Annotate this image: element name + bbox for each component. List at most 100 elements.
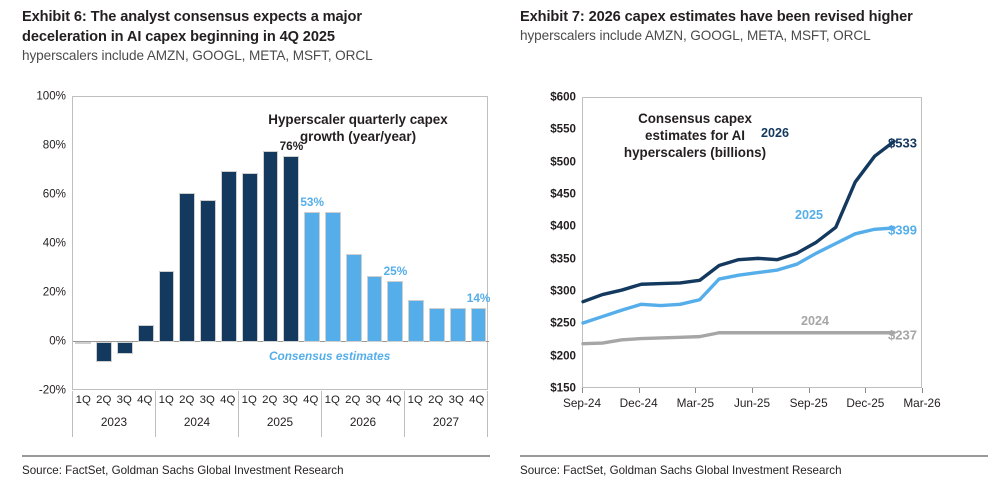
line-series-2024	[581, 331, 896, 346]
x-q-label: 3Q	[116, 394, 132, 406]
x-q-label: 1Q	[158, 394, 174, 406]
bar-3Q-2027	[449, 307, 466, 342]
x-year-label: 2027	[432, 415, 460, 429]
y-tick-0: 0%	[49, 334, 66, 348]
x-group-2023: 1Q 2Q 3Q 4Q 2023	[72, 391, 155, 437]
x-q-label: 4Q	[386, 394, 402, 406]
exhibit-6-title: Exhibit 6: The analyst consensus expects…	[22, 9, 362, 45]
x-q-label: 3Q	[199, 394, 215, 406]
y-tick-550: $550	[550, 122, 576, 136]
bar-3Q-2024	[200, 199, 217, 342]
y-tick-300: $300	[550, 284, 576, 298]
y-tick-500: $500	[550, 155, 576, 169]
bar-1Q-2025	[241, 172, 258, 342]
x-q-label: 2Q	[179, 394, 195, 406]
exhibit-7-subtitle: hyperscalers include AMZN, GOOGL, META, …	[520, 28, 871, 43]
bar-value-label: 53%	[300, 195, 324, 210]
y-tick-600: $600	[550, 90, 576, 104]
exhibit-7-panel: Exhibit 7: 2026 capex estimates have bee…	[510, 0, 1000, 490]
x-q-label: 1Q	[241, 394, 257, 406]
exhibit-6-annotation: Hyperscaler quarterly capex growth (year…	[268, 112, 448, 145]
x-q-label: 3Q	[448, 394, 464, 406]
x-q-label: 4Q	[220, 394, 236, 406]
bar-2Q-2025	[262, 150, 279, 342]
y-tick-250: $250	[550, 316, 576, 330]
bar-4Q-2023	[137, 324, 154, 342]
x-tick-label-Sep-24: Sep-24	[562, 396, 602, 410]
x-q-label: 4Q	[137, 394, 153, 406]
x-tick-mark	[638, 388, 640, 393]
bar-3Q-2023	[117, 342, 133, 355]
x-group-2026: 1Q 2Q 3Q 4Q 2026	[321, 391, 404, 437]
capex-lines	[581, 139, 896, 346]
series-label-2026: 2026	[761, 126, 790, 140]
y-tick-40: 40%	[42, 236, 66, 250]
bar-3Q-2025	[283, 155, 300, 342]
line-series-2026	[581, 139, 896, 304]
end-label-2026: $533	[888, 135, 917, 151]
end-label-2025: $399	[888, 222, 917, 238]
consensus-estimates-note: Consensus estimates	[269, 349, 391, 363]
exhibit-7-plot-area: Consensus capex estimates for AI hypersc…	[581, 97, 922, 388]
exhibit-7-footer-rule	[520, 455, 988, 457]
bar-2Q-2026	[345, 253, 362, 342]
x-tick-mark	[865, 388, 867, 393]
x-q-label: 1Q	[75, 394, 91, 406]
exhibit-6-x-axis: 1Q 2Q 3Q 4Q 2023 1Q 2Q 3Q 4Q 2024 1Q	[72, 391, 488, 437]
x-tick-mark	[582, 388, 583, 393]
x-q-label: 2Q	[96, 394, 112, 406]
y-tick-100: 100%	[36, 89, 66, 103]
x-q-label: 4Q	[303, 394, 319, 406]
exhibit-6-footer-rule	[22, 455, 490, 457]
x-tick-label-Sep-25: Sep-25	[789, 396, 828, 410]
x-group-2027: 1Q 2Q 3Q 4Q 2027	[404, 391, 488, 437]
bar-4Q-2024	[221, 170, 237, 342]
x-tick-label-Dec-24: Dec-24	[619, 396, 658, 410]
bar-1Q-2026	[325, 212, 341, 342]
line-series-2025	[581, 226, 896, 325]
x-tick-label-Mar-25: Mar-25	[676, 396, 715, 410]
x-q-label: 2Q	[428, 394, 444, 406]
x-tick-label-Dec-25: Dec-25	[846, 396, 885, 410]
y-tick-80: 80%	[42, 138, 66, 152]
exhibit-6-source: Source: FactSet, Goldman Sachs Global In…	[22, 464, 344, 477]
y-tick-150: $150	[550, 381, 576, 395]
bar-value-label: 25%	[383, 263, 408, 278]
bar-1Q-2027	[408, 300, 425, 342]
bar-3Q-2026	[366, 275, 383, 342]
x-tick-label-Mar-26: Mar-26	[903, 396, 941, 410]
x-q-label: 1Q	[407, 394, 423, 406]
x-year-label: 2025	[266, 415, 294, 429]
x-year-label: 2023	[100, 415, 128, 429]
x-q-label: 3Q	[365, 394, 381, 406]
x-q-label: 4Q	[469, 394, 485, 406]
bar-2Q-2023	[96, 342, 113, 362]
exhibit-6-plot-area: Hyperscaler quarterly capex growth (year…	[72, 96, 491, 390]
y-tick-350: $350	[550, 252, 576, 266]
x-year-label: 2026	[349, 415, 377, 429]
x-q-label: 2Q	[262, 394, 278, 406]
exhibit-6-subtitle: hyperscalers include AMZN, GOOGL, META, …	[22, 48, 373, 63]
end-label-2024: $237	[888, 327, 917, 343]
exhibit-7-annotation: Consensus capex estimates for AI hypersc…	[623, 111, 767, 161]
x-group-2024: 1Q 2Q 3Q 4Q 2024	[155, 391, 238, 437]
x-tick-mark	[752, 388, 753, 393]
bar-4Q-2027	[470, 307, 487, 342]
exhibit-6-panel: Exhibit 6: The analyst consensus expects…	[22, 9, 491, 477]
y-tick-400: $400	[550, 219, 576, 233]
x-tick-label-Jun-25: Jun-25	[733, 396, 771, 410]
bar-value-label: 14%	[466, 290, 491, 305]
bar-value-label: 76%	[279, 138, 304, 153]
x-year-label: 2024	[183, 415, 211, 429]
series-label-2024: 2024	[801, 314, 830, 328]
zero-baseline	[73, 341, 489, 342]
bar-2Q-2024	[179, 192, 196, 342]
bar-1Q-2023	[75, 342, 92, 345]
y-tick-450: $450	[550, 187, 576, 201]
y-tick-60: 60%	[42, 187, 66, 201]
bar-4Q-2026	[387, 280, 404, 342]
bar-4Q-2025	[304, 212, 321, 342]
x-tick-mark	[922, 388, 923, 393]
exhibit-7-source: Source: FactSet, Goldman Sachs Global In…	[520, 464, 842, 477]
